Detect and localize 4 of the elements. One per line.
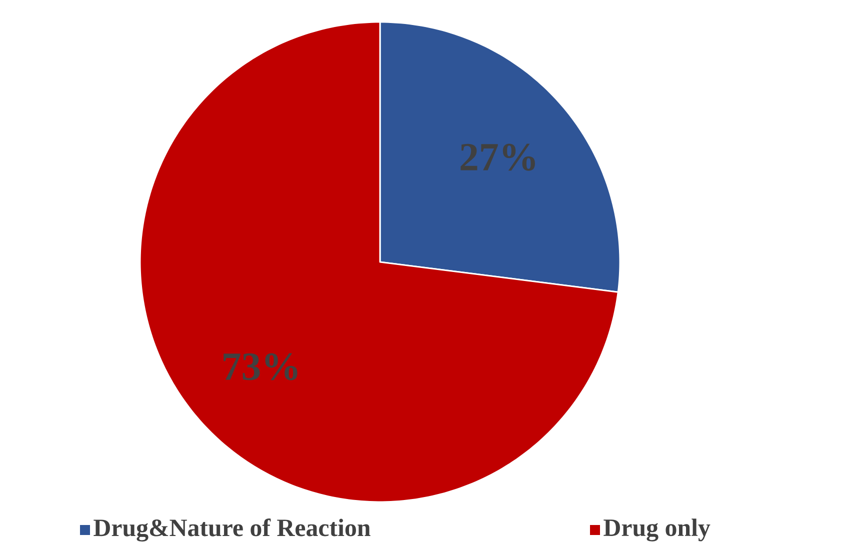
legend-label: Drug only — [604, 518, 710, 542]
legend-label: Drug&Nature of Reaction — [94, 518, 370, 542]
data-label: 27% — [460, 144, 535, 171]
data-label: 73% — [224, 353, 298, 380]
